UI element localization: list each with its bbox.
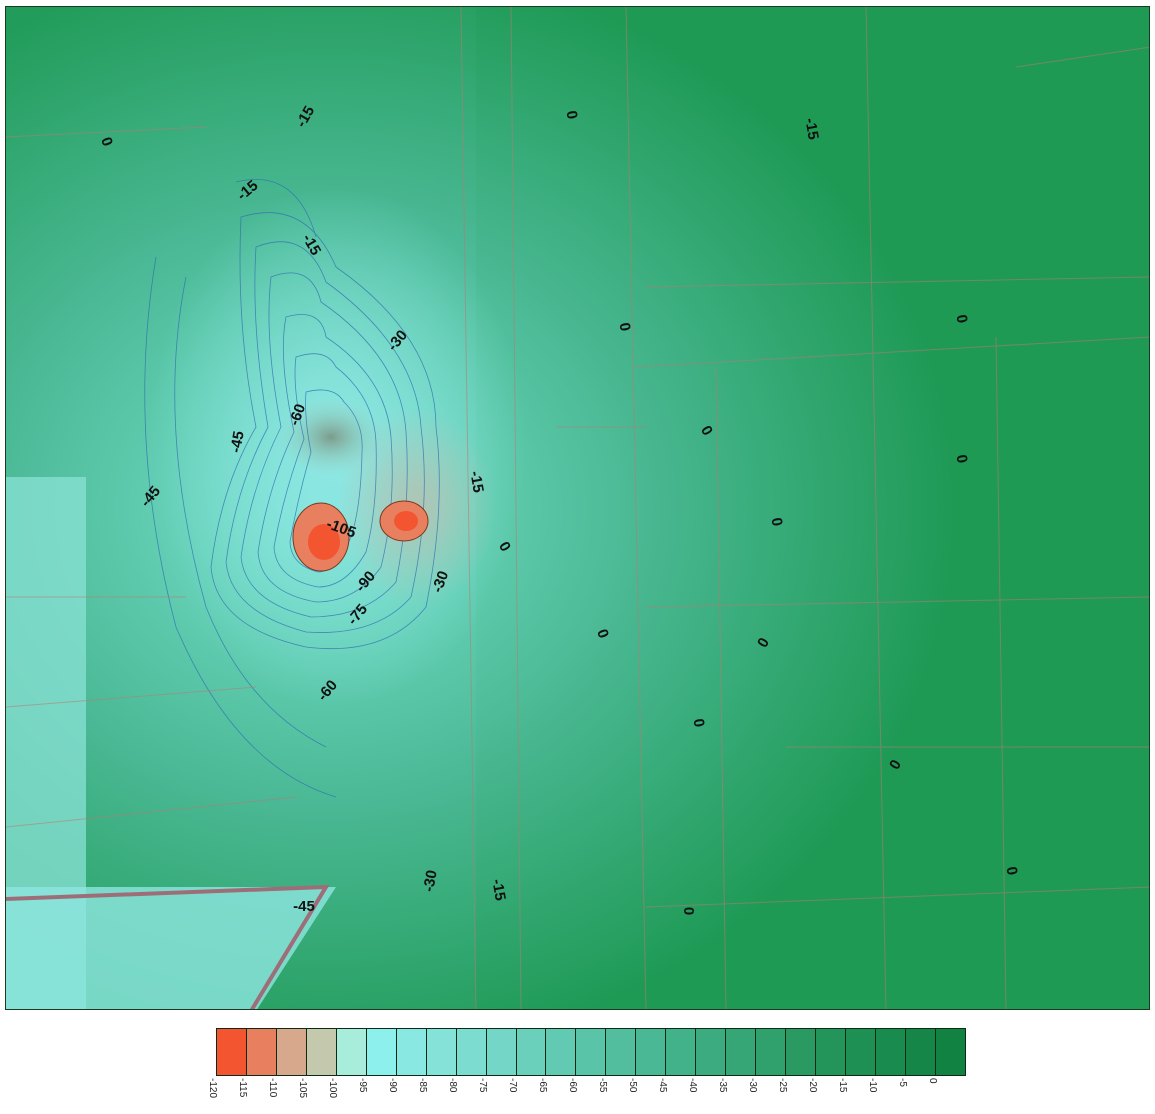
- contour-map-canvas: 0-15 0-15-15-15-30 00-60-45 00-45-15-105 00-…: [6, 7, 1149, 1009]
- legend-tick-label: -85: [417, 1078, 428, 1093]
- depression-core: [276, 397, 386, 477]
- legend-tick-label: -45: [657, 1078, 668, 1093]
- legend-tick-label: -15: [837, 1078, 848, 1093]
- contour-label: 0: [562, 109, 580, 120]
- legend-swatch: [396, 1029, 427, 1075]
- legend-tick-label: -40: [687, 1078, 698, 1093]
- contour-label: 0: [952, 453, 970, 464]
- legend-swatch: [905, 1029, 936, 1075]
- legend-tick-label: -65: [537, 1078, 548, 1093]
- contour-label: -30: [429, 569, 452, 595]
- legend-tick-label: -110: [267, 1078, 278, 1098]
- legend-swatch: [366, 1029, 397, 1075]
- legend-tick-label: -55: [597, 1078, 608, 1093]
- legend-swatch: [246, 1029, 277, 1075]
- legend-tick-label: -75: [477, 1078, 488, 1093]
- contour-label: -15: [466, 470, 487, 494]
- legend-tick-labels: -120 -115 -110 -105 -100 -95 -90 -85 -80 -75 -70 -6…: [207, 1076, 966, 1112]
- legend-swatch: [726, 1029, 757, 1075]
- legend-tick-label: -10: [867, 1078, 878, 1093]
- legend-tick-label: -100: [327, 1078, 338, 1099]
- contour-label: -15: [801, 117, 822, 141]
- legend-tick-label: -30: [747, 1078, 758, 1093]
- lowland-patch: [6, 887, 336, 1009]
- anomaly-peaks: [292, 500, 429, 572]
- legend-tick-label: -70: [507, 1078, 518, 1093]
- legend-swatch: [276, 1029, 307, 1075]
- legend-swatch: [935, 1029, 965, 1075]
- legend-tick-label: -20: [807, 1078, 818, 1093]
- legend-tick-label: -95: [357, 1078, 368, 1093]
- legend-tick-label: -60: [567, 1078, 578, 1093]
- contour-label: -15: [488, 878, 509, 902]
- legend-swatch: [576, 1029, 607, 1075]
- contour-label: 0: [689, 717, 707, 728]
- legend-tick-label: -80: [447, 1078, 458, 1093]
- legend-tick-label: -35: [717, 1078, 728, 1093]
- color-scale-legend: [216, 1028, 966, 1076]
- legend-tick: 0: [927, 1076, 966, 1112]
- parcel-boundaries: [6, 7, 1149, 1009]
- legend-swatch: [756, 1029, 787, 1075]
- contour-label: 0: [680, 907, 697, 915]
- legend-tick-label: -25: [777, 1078, 788, 1093]
- legend-swatch: [426, 1029, 457, 1075]
- legend-swatch: [636, 1029, 667, 1075]
- legend-swatch: [875, 1029, 906, 1075]
- contour-label: -30: [420, 869, 441, 893]
- legend-swatch: [846, 1029, 876, 1075]
- legend-swatch: [516, 1029, 547, 1075]
- legend-swatch: [546, 1029, 577, 1075]
- contour-label: -45: [227, 430, 248, 454]
- legend-tick-label: -120: [207, 1078, 218, 1099]
- contour-map: 0 -15 0 -15 -15 -15 -30 0 0 -60 -45 0 0 -45 -15 -105 0 0-…: [5, 6, 1150, 1010]
- legend-tick-label: -90: [387, 1078, 398, 1093]
- legend-swatch: [306, 1029, 337, 1075]
- contour-label: -45: [293, 898, 315, 915]
- legend-swatch: [666, 1029, 697, 1075]
- contour-label: 0: [952, 313, 970, 324]
- legend-swatch: [816, 1029, 847, 1075]
- legend-tick-label: 0: [927, 1078, 938, 1084]
- legend-tick-label: -115: [237, 1078, 248, 1098]
- contour-label: 0: [767, 516, 785, 527]
- legend-tick-label: -50: [627, 1078, 638, 1093]
- legend-swatch: [336, 1029, 367, 1075]
- legend-swatch: [456, 1029, 487, 1075]
- legend-swatch: [606, 1029, 637, 1075]
- legend-tick-label: -5: [897, 1078, 908, 1087]
- legend-swatch: [696, 1029, 727, 1075]
- legend-swatch: [786, 1029, 817, 1075]
- contour-label: 0: [1002, 865, 1020, 876]
- legend-swatch: [486, 1029, 517, 1075]
- legend-swatch: [217, 1029, 247, 1075]
- contour-label: -60: [286, 402, 309, 428]
- contour-label: 0: [615, 321, 633, 332]
- contour-lines: [144, 178, 440, 798]
- road: [6, 884, 330, 1009]
- legend-tick-label: -105: [297, 1078, 308, 1099]
